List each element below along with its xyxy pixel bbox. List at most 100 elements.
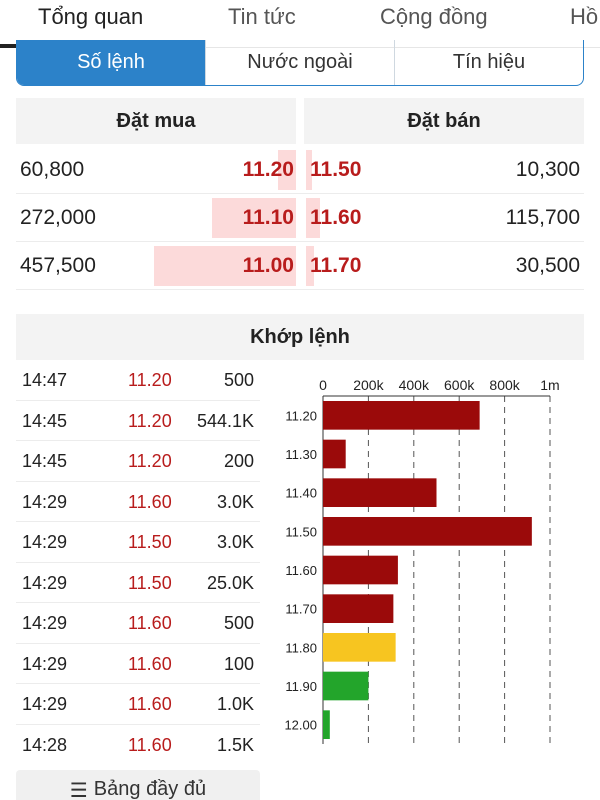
- trade-time: 14:45: [22, 410, 68, 431]
- chart-x-tick-label: 1m: [540, 377, 559, 393]
- tab-overview[interactable]: Tổng quan: [38, 4, 144, 29]
- trade-time: 14:29: [22, 572, 68, 593]
- chart-bar: [323, 710, 330, 739]
- sell-volume-bar: [306, 246, 314, 286]
- chart-x-tick-label: 200k: [353, 377, 384, 393]
- list-icon: ☰: [69, 780, 88, 800]
- segment-orders[interactable]: Số lệnh: [17, 40, 205, 85]
- trade-volume: 500: [223, 370, 254, 390]
- trade-row: 14:29 11.60 100: [16, 644, 260, 684]
- trade-volume: 544.1K: [196, 410, 254, 431]
- buy-header: Đặt mua: [16, 98, 296, 144]
- order-book-row: 272,000 11.10 11.60 115,700: [16, 194, 584, 242]
- trade-price: 11.60: [128, 613, 172, 633]
- tab-profile[interactable]: Hồ: [570, 4, 599, 29]
- trade-price: 11.50: [128, 572, 172, 593]
- chart-bar: [323, 439, 346, 469]
- chart-bar: [323, 478, 437, 507]
- chart-bar: [323, 555, 398, 585]
- chart-y-tick-label: 11.70: [285, 602, 317, 617]
- full-table-button[interactable]: ☰ Bảng đầy đủ: [16, 770, 260, 800]
- trade-volume: 25.0K: [206, 572, 254, 593]
- trade-time: 14:29: [22, 694, 68, 714]
- trade-row: 14:45 11.20 200: [16, 441, 260, 482]
- sell-volume: 30,500: [515, 254, 580, 277]
- trade-price: 11.20: [128, 410, 172, 431]
- trade-price: 11.60: [128, 694, 172, 714]
- trade-row: 14:45 11.20 544.1K: [16, 401, 260, 441]
- trade-row: 14:29 11.50 25.0K: [16, 563, 260, 603]
- trade-row: 14:29 11.50 3.0K: [16, 522, 260, 563]
- trade-volume: 3.0K: [216, 532, 254, 552]
- trade-row: 14:28 11.60 1.5K: [16, 725, 260, 766]
- buy-volume: 60,800: [20, 158, 85, 181]
- sell-header: Đặt bán: [304, 98, 584, 144]
- trade-row: 14:47 11.20 500: [16, 360, 260, 401]
- volume-by-price-chart: 0 200k 400k 600k 800k 1m 11.20 11.30 11.40 11.50 1…: [284, 377, 560, 744]
- chart-x-tick-label: 800k: [489, 377, 520, 393]
- sell-volume: 10,300: [515, 158, 580, 181]
- trade-volume: 500: [223, 613, 254, 633]
- trade-time: 14:29: [22, 613, 68, 633]
- chart-y-tick-label: 11.20: [285, 408, 317, 423]
- buy-price[interactable]: 11.00: [242, 254, 294, 277]
- sell-volume: 115,700: [505, 206, 580, 229]
- chart-y-tick-label: 11.60: [285, 563, 317, 578]
- segment-control: Số lệnh Nước ngoài Tín hiệu: [16, 40, 584, 86]
- segment-signals[interactable]: Tín hiệu: [394, 40, 583, 85]
- trade-volume: 100: [223, 653, 254, 674]
- trade-time: 14:29: [22, 491, 68, 512]
- buy-volume: 272,000: [20, 206, 96, 229]
- sell-price[interactable]: 11.60: [310, 206, 362, 229]
- chart-bar: [323, 633, 396, 662]
- trade-price: 11.60: [128, 491, 172, 512]
- order-book-row: 60,800 11.20 11.50 10,300: [16, 146, 584, 194]
- trade-price: 11.20: [128, 451, 172, 471]
- trade-price: 11.60: [128, 653, 172, 674]
- tab-community[interactable]: Cộng đồng: [380, 4, 488, 29]
- trade-volume: 3.0K: [216, 491, 254, 512]
- full-table-label: Bảng đầy đủ: [93, 778, 207, 800]
- chart-bar: [323, 594, 394, 623]
- trade-row: 14:29 11.60 3.0K: [16, 482, 260, 522]
- buy-volume: 457,500: [20, 254, 96, 277]
- trade-time: 14:29: [22, 532, 68, 552]
- chart-y-tick-label: 11.50: [285, 524, 317, 539]
- sell-price[interactable]: 11.70: [310, 254, 362, 277]
- trade-row: 14:29 11.60 500: [16, 603, 260, 644]
- tab-news[interactable]: Tin tức: [228, 4, 296, 29]
- chart-y-tick-label: 11.90: [285, 679, 317, 694]
- chart-bar: [323, 401, 480, 430]
- trade-time: 14:45: [22, 451, 68, 471]
- chart-x-tick-label: 400k: [399, 377, 430, 393]
- buy-volume-bar: [154, 246, 296, 286]
- trade-time: 14:47: [22, 370, 68, 390]
- matched-header: Khớp lệnh: [16, 314, 584, 360]
- chart-bar: [323, 517, 532, 546]
- segment-foreign[interactable]: Nước ngoài: [205, 40, 394, 85]
- chart-y-tick-label: 11.80: [285, 640, 317, 655]
- trade-time: 14:28: [22, 734, 68, 755]
- trade-volume: 200: [223, 451, 254, 471]
- chart-x-tick-label: 0: [319, 377, 327, 393]
- chart-x-tick-label: 600k: [444, 377, 475, 393]
- chart-y-tick-label: 11.40: [285, 486, 317, 501]
- sell-volume-bar: [306, 198, 320, 238]
- buy-price[interactable]: 11.20: [242, 158, 294, 181]
- buy-price[interactable]: 11.10: [242, 206, 294, 229]
- trade-price: 11.20: [128, 370, 172, 390]
- sell-price[interactable]: 11.50: [310, 158, 362, 181]
- chart-bar: [323, 671, 369, 701]
- trade-time: 14:29: [22, 653, 68, 674]
- chart-y-tick-label: 11.30: [285, 447, 317, 462]
- sell-volume-bar: [306, 150, 312, 190]
- trade-price: 11.50: [128, 532, 172, 552]
- trade-volume: 1.5K: [216, 734, 254, 755]
- buy-volume-bar: [212, 198, 296, 238]
- trade-volume: 1.0K: [216, 694, 254, 714]
- order-book-row: 457,500 11.00 11.70 30,500: [16, 242, 584, 290]
- trade-row: 14:29 11.60 1.0K: [16, 684, 260, 725]
- buy-volume-bar: [278, 150, 296, 190]
- trade-price: 11.60: [128, 734, 172, 755]
- chart-y-tick-label: 12.00: [284, 718, 317, 733]
